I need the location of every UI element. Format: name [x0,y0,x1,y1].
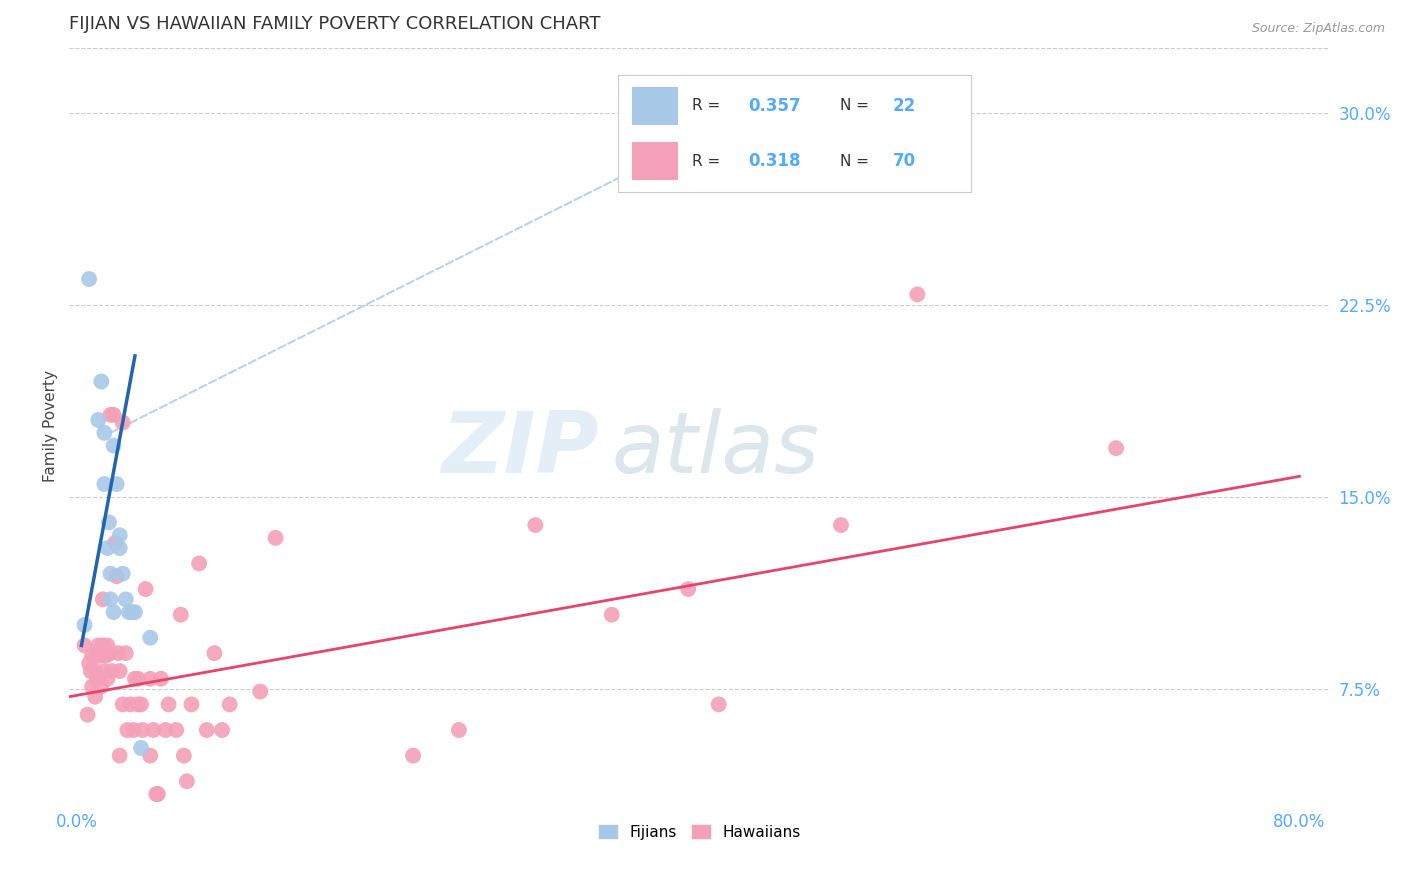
Point [676,582,699,596]
Point [84,664,107,678]
Text: FIJIAN VS HAWAIIAN FAMILY POVERTY CORRELATION CHART: FIJIAN VS HAWAIIAN FAMILY POVERTY CORREL… [69,15,600,33]
Point [86,648,108,663]
Point [73,618,96,632]
Point [905,287,928,301]
Point [165,723,187,737]
Point [135,582,157,596]
Point [73,639,96,653]
Point [103,605,125,619]
Point [86,672,108,686]
Text: Source: ZipAtlas.com: Source: ZipAtlas.com [1251,22,1385,36]
Point [100,592,122,607]
Point [91,639,114,653]
Point [524,518,547,533]
Legend: Fijians, Hawaiians: Fijians, Hawaiians [592,819,807,846]
Point [93,664,115,678]
Point [173,748,195,763]
Point [139,672,162,686]
Point [118,605,141,619]
Point [103,439,125,453]
Point [114,646,136,660]
Point [100,646,122,660]
Point [93,477,115,491]
Y-axis label: Family Poverty: Family Poverty [44,370,58,483]
Point [111,566,134,581]
Point [195,723,218,737]
Point [79,664,101,678]
Point [131,723,153,737]
Point [124,605,146,619]
Point [600,607,623,622]
Text: atlas: atlas [612,408,820,491]
Point [108,541,131,555]
Point [139,748,162,763]
Point [111,698,134,712]
Point [114,592,136,607]
Point [100,408,122,422]
Point [830,518,852,533]
Point [91,592,114,607]
Point [87,413,110,427]
Point [176,774,198,789]
Point [104,536,127,550]
Point [96,639,118,653]
Text: ZIP: ZIP [441,408,599,491]
Point [101,664,124,678]
Point [89,648,111,663]
Point [447,723,470,737]
Point [707,698,730,712]
Point [77,272,100,286]
Point [98,516,121,530]
Point [264,531,287,545]
Point [108,664,131,678]
Point [87,672,110,686]
Point [111,416,134,430]
Point [139,631,162,645]
Point [1105,441,1128,455]
Point [124,672,146,686]
Point [94,648,117,663]
Point [76,707,98,722]
Point [170,607,193,622]
Point [120,698,142,712]
Point [145,787,167,801]
Point [188,557,211,571]
Point [218,698,240,712]
Point [127,698,149,712]
Point [180,698,202,712]
Point [149,672,172,686]
Point [103,408,125,422]
Point [100,566,122,581]
Point [155,723,177,737]
Point [93,425,115,440]
Point [82,680,104,694]
Point [108,528,131,542]
Point [108,748,131,763]
Point [402,748,425,763]
Point [122,723,145,737]
Point [77,657,100,671]
Point [96,672,118,686]
Point [105,569,128,583]
Point [129,698,152,712]
Point [87,639,110,653]
Point [157,698,180,712]
Point [84,690,107,704]
Point [107,646,129,660]
Point [90,680,112,694]
Point [204,646,226,660]
Point [127,672,149,686]
Point [146,787,169,801]
Point [96,541,118,555]
Point [117,723,139,737]
Point [121,605,143,619]
Point [211,723,233,737]
Point [142,723,165,737]
Point [90,375,112,389]
Point [105,477,128,491]
Point [82,648,104,663]
Point [129,741,152,756]
Point [249,684,271,698]
